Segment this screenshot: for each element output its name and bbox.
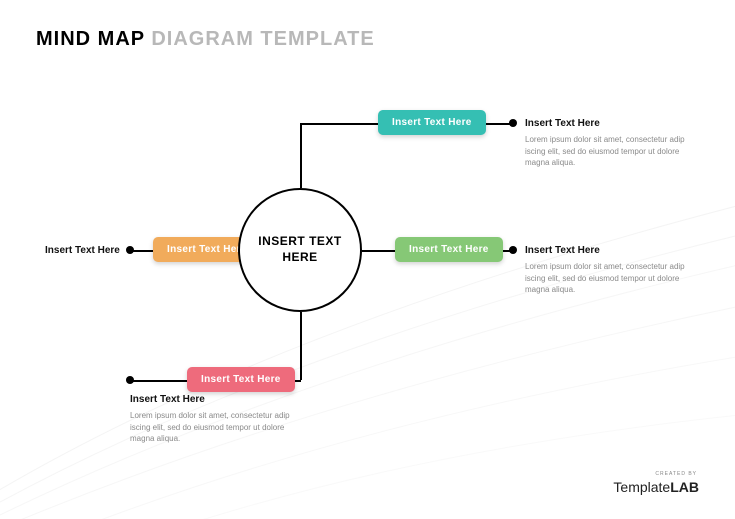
mindmap-stage: MIND MAP DIAGRAM TEMPLATE Insert Text He… [0, 0, 735, 519]
title-part1: MIND MAP [36, 28, 145, 50]
connector-endpoint-dot [509, 246, 517, 254]
center-node[interactable]: INSERT TEXT HERE [238, 188, 362, 312]
footer-brand1: Template [613, 479, 670, 495]
branch-body: Lorem ipsum dolor sit amet, consectetur … [525, 134, 685, 169]
connector-line [300, 312, 302, 380]
branch-body: Lorem ipsum dolor sit amet, consectetur … [525, 261, 685, 296]
title-part2: DIAGRAM TEMPLATE [151, 28, 374, 50]
footer-created-by: CREATED BY [655, 471, 697, 477]
branch-title: Insert Text Here [45, 245, 120, 256]
connector-line [300, 123, 302, 188]
center-label: INSERT TEXT HERE [240, 234, 360, 265]
branch-body: Lorem ipsum dolor sit amet, consectetur … [130, 410, 290, 445]
background-swoosh [0, 0, 735, 519]
connector-endpoint-dot [509, 119, 517, 127]
connector-endpoint-dot [126, 246, 134, 254]
footer-logo: TemplateLAB [613, 479, 699, 495]
branch-pill[interactable]: Insert Text Here [378, 110, 486, 135]
connector-endpoint-dot [126, 376, 134, 384]
branch-title: Insert Text Here [130, 394, 205, 405]
footer-brand2: LAB [670, 479, 699, 495]
branch-title: Insert Text Here [525, 118, 600, 129]
branch-pill[interactable]: Insert Text Here [187, 367, 295, 392]
branch-title: Insert Text Here [525, 245, 600, 256]
branch-pill[interactable]: Insert Text Here [395, 237, 503, 262]
page-title: MIND MAP DIAGRAM TEMPLATE [36, 28, 375, 51]
